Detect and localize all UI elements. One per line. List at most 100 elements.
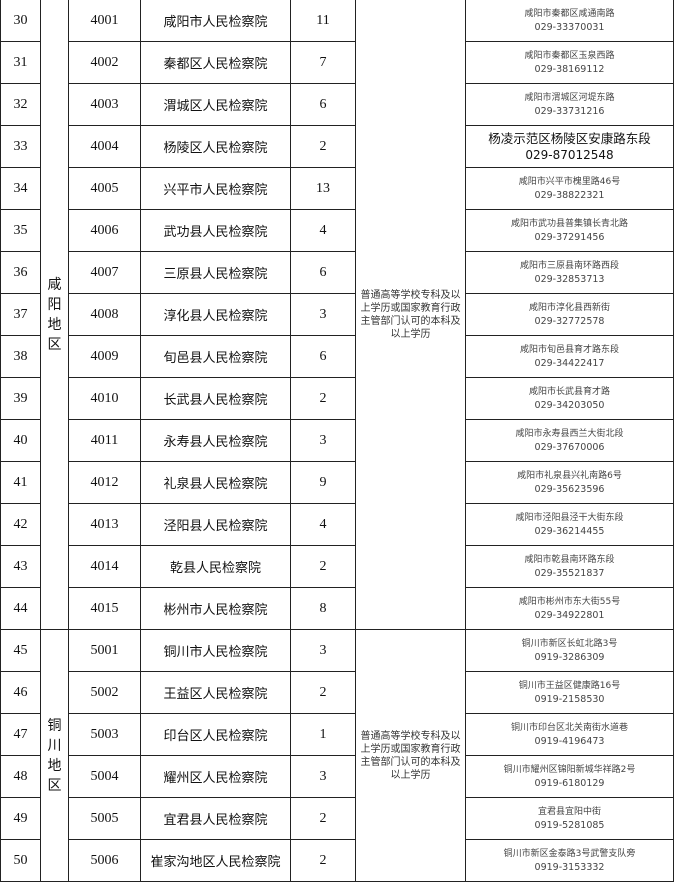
unit-name-cell: 宜君县人民检察院 (140, 797, 291, 840)
position-code-cell: 5001 (68, 629, 141, 672)
count-cell: 6 (290, 335, 356, 378)
phone-text: 029-38169112 (534, 63, 605, 75)
seq-cell: 49 (0, 797, 41, 840)
count-cell: 7 (290, 41, 356, 84)
address-text: 铜川市王益区健康路16号 (518, 680, 621, 691)
address-text: 咸阳市彬州市东大街55号 (518, 596, 621, 607)
position-code-cell: 4015 (68, 587, 141, 630)
address-text: 铜川市印台区北关南街水道巷 (510, 722, 628, 733)
seq-cell: 35 (0, 209, 41, 252)
requirement-cell: 普通高等学校专科及以上学历或国家教育行政主管部门认可的本科及以上学历 (355, 0, 466, 630)
unit-name-cell: 王益区人民检察院 (140, 671, 291, 714)
phone-text: 0919-3153332 (534, 861, 605, 873)
table-row: 46 5002 王益区人民检察院 2 铜川市王益区健康路16号 0919-2158530 (0, 671, 674, 714)
seq-cell: 44 (0, 587, 41, 630)
unit-name-cell: 乾县人民检察院 (140, 545, 291, 588)
phone-text: 029-32772578 (534, 315, 605, 327)
address-cell: 咸阳市永寿县西兰大街北段 029-37670006 (465, 419, 674, 462)
region-cell: 咸阳地区 (40, 0, 69, 630)
position-code-cell: 4012 (68, 461, 141, 504)
count-cell: 3 (290, 629, 356, 672)
unit-name-cell: 泾阳县人民检察院 (140, 503, 291, 546)
count-cell: 2 (290, 125, 356, 168)
position-code-cell: 5002 (68, 671, 141, 714)
count-cell: 8 (290, 587, 356, 630)
address-text: 铜川市耀州区锦阳新城华祥路2号 (503, 764, 636, 775)
address-text: 咸阳市秦都区咸通南路 (524, 8, 615, 19)
region-label: 咸阳地区 (47, 276, 62, 353)
address-text: 咸阳市礼泉县兴礼南路6号 (517, 470, 622, 481)
table-row: 33 4004 杨陵区人民检察院 2 杨凌示范区杨陵区安康路东段 029-87012548 (0, 125, 674, 168)
seq-cell: 38 (0, 335, 41, 378)
position-code-cell: 4010 (68, 377, 141, 420)
unit-name-cell: 崔家沟地区人民检察院 (140, 839, 291, 882)
phone-text: 029-34203050 (534, 399, 605, 411)
seq-cell: 34 (0, 167, 41, 210)
position-code-cell: 4005 (68, 167, 141, 210)
seq-cell: 50 (0, 839, 41, 882)
phone-text: 029-35521837 (534, 567, 605, 579)
position-code-cell: 4008 (68, 293, 141, 336)
address-cell: 咸阳市秦都区咸通南路 029-33370031 (465, 0, 674, 42)
count-cell: 9 (290, 461, 356, 504)
seq-cell: 43 (0, 545, 41, 588)
phone-text: 029-37291456 (534, 231, 605, 243)
address-text: 咸阳市渭城区河堤东路 (524, 92, 615, 103)
address-cell: 杨凌示范区杨陵区安康路东段 029-87012548 (465, 125, 674, 168)
address-cell: 咸阳市乾县南环路东段 029-35521837 (465, 545, 674, 588)
table-row: 40 4011 永寿县人民检察院 3 咸阳市永寿县西兰大街北段 029-37670006 (0, 419, 674, 462)
seq-cell: 42 (0, 503, 41, 546)
address-text: 铜川市新区长虹北路3号 (521, 638, 618, 649)
position-code-cell: 4009 (68, 335, 141, 378)
unit-name-cell: 印台区人民检察院 (140, 713, 291, 756)
table-row: 36 4007 三原县人民检察院 6 咸阳市三原县南环路西段 029-32853713 (0, 251, 674, 294)
table-row: 49 5005 宜君县人民检察院 2 宜君县宜阳中街 0919-5281085 (0, 797, 674, 840)
table-row: 39 4010 长武县人民检察院 2 咸阳市长武县育才路 029-34203050 (0, 377, 674, 420)
region-label: 铜川地区 (47, 717, 62, 794)
position-code-cell: 4004 (68, 125, 141, 168)
count-cell: 4 (290, 503, 356, 546)
seq-cell: 36 (0, 251, 41, 294)
position-code-cell: 4001 (68, 0, 141, 42)
phone-text: 029-87012548 (525, 147, 614, 162)
unit-name-cell: 铜川市人民检察院 (140, 629, 291, 672)
address-cell: 铜川市新区金泰路3号武警支队旁 0919-3153332 (465, 839, 674, 882)
address-text: 咸阳市淳化县西新街 (528, 302, 610, 313)
position-code-cell: 4013 (68, 503, 141, 546)
address-cell: 咸阳市淳化县西新街 029-32772578 (465, 293, 674, 336)
unit-name-cell: 渭城区人民检察院 (140, 83, 291, 126)
address-cell: 咸阳市彬州市东大街55号 029-34922801 (465, 587, 674, 630)
position-code-cell: 4003 (68, 83, 141, 126)
unit-name-cell: 秦都区人民检察院 (140, 41, 291, 84)
unit-name-cell: 长武县人民检察院 (140, 377, 291, 420)
position-code-cell: 4002 (68, 41, 141, 84)
seq-cell: 45 (0, 629, 41, 672)
position-code-cell: 4006 (68, 209, 141, 252)
address-cell: 铜川市新区长虹北路3号 0919-3286309 (465, 629, 674, 672)
seq-cell: 40 (0, 419, 41, 462)
address-cell: 咸阳市三原县南环路西段 029-32853713 (465, 251, 674, 294)
phone-text: 029-35623596 (534, 483, 605, 495)
seq-cell: 48 (0, 755, 41, 798)
table-row: 50 5006 崔家沟地区人民检察院 2 铜川市新区金泰路3号武警支队旁 0919-315… (0, 839, 674, 882)
table-row: 32 4003 渭城区人民检察院 6 咸阳市渭城区河堤东路 029-33731216 (0, 83, 674, 126)
unit-name-cell: 永寿县人民检察院 (140, 419, 291, 462)
table-row: 41 4012 礼泉县人民检察院 9 咸阳市礼泉县兴礼南路6号 029-35623596 (0, 461, 674, 504)
requirement-cell: 普通高等学校专科及以上学历或国家教育行政主管部门认可的本科及以上学历 (355, 629, 466, 882)
address-text: 咸阳市秦都区玉泉西路 (524, 50, 615, 61)
phone-text: 0919-6180129 (534, 777, 605, 789)
position-code-cell: 5004 (68, 755, 141, 798)
unit-name-cell: 三原县人民检察院 (140, 251, 291, 294)
address-text: 咸阳市兴平市槐里路46号 (518, 176, 621, 187)
phone-text: 029-33731216 (534, 105, 605, 117)
address-text: 咸阳市永寿县西兰大街北段 (515, 428, 624, 439)
address-cell: 咸阳市礼泉县兴礼南路6号 029-35623596 (465, 461, 674, 504)
phone-text: 0919-3286309 (534, 651, 605, 663)
phone-text: 029-32853713 (534, 273, 605, 285)
address-text: 咸阳市长武县育才路 (528, 386, 610, 397)
address-cell: 咸阳市长武县育才路 029-34203050 (465, 377, 674, 420)
table-row: 42 4013 泾阳县人民检察院 4 咸阳市泾阳县泾干大街东段 029-36214455 (0, 503, 674, 546)
position-code-cell: 5005 (68, 797, 141, 840)
position-code-cell: 5006 (68, 839, 141, 882)
